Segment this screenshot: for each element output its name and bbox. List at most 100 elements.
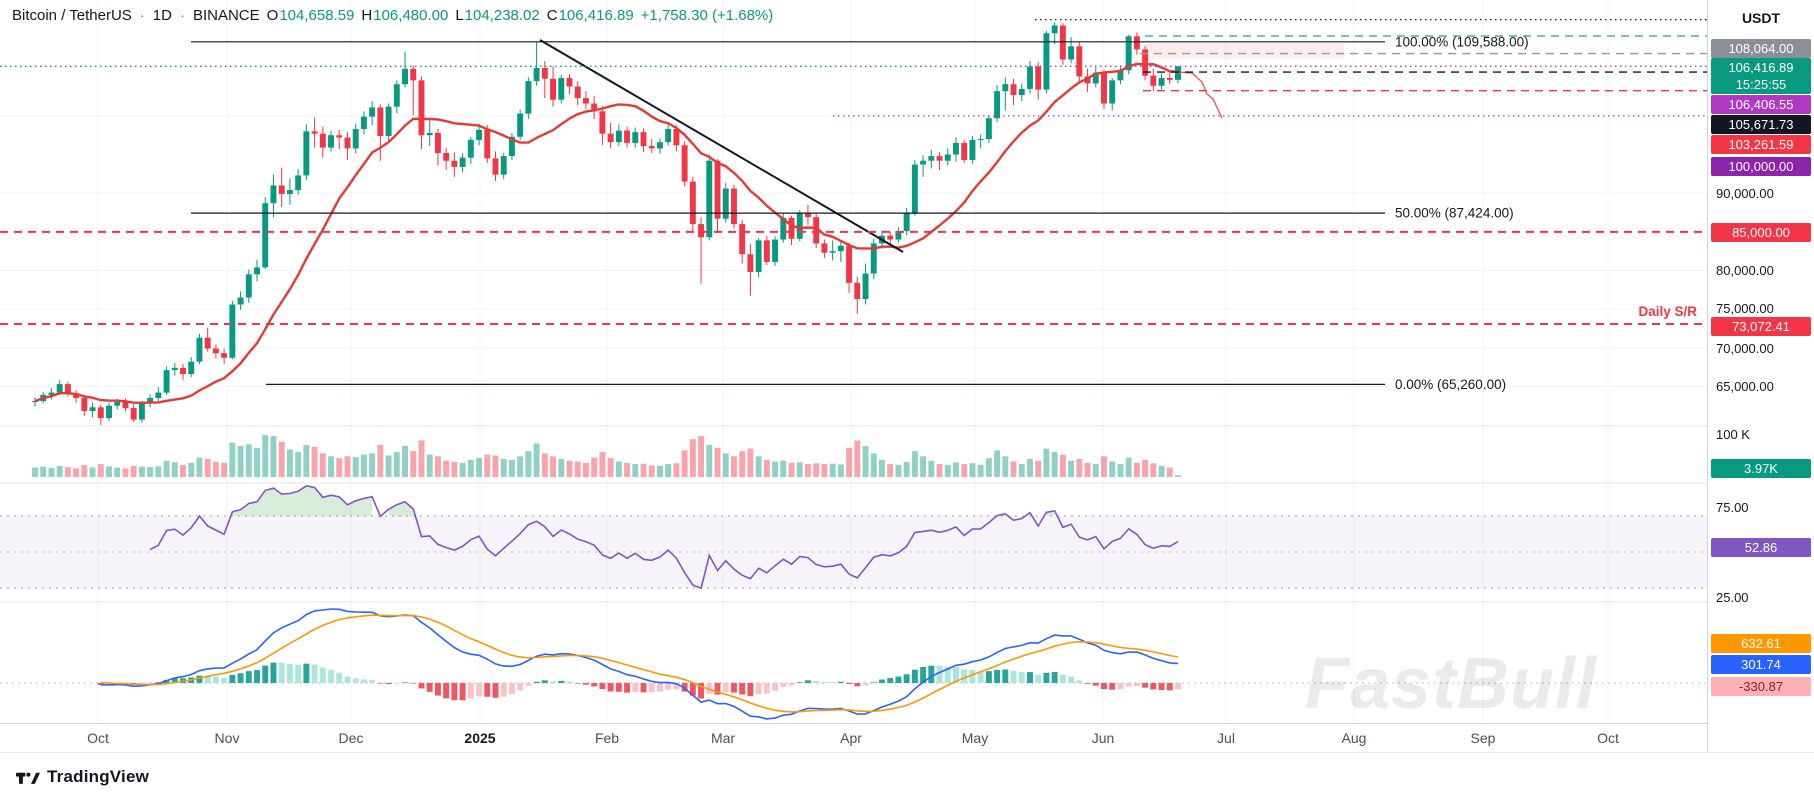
candle	[821, 243, 828, 253]
candle	[402, 68, 408, 85]
change-value: +1,758.30 (+1.68%)	[640, 7, 774, 24]
grid-layer	[0, 0, 1707, 723]
candle	[541, 67, 548, 79]
candle	[344, 137, 351, 149]
price-axis-badge: 106,416.89	[1711, 57, 1811, 77]
candle	[1035, 66, 1042, 90]
candle	[196, 337, 203, 362]
supply-zone[interactable]	[1143, 42, 1344, 60]
candle	[681, 145, 688, 182]
interval-label[interactable]: 1D	[152, 7, 172, 24]
candle	[936, 156, 943, 161]
candle	[887, 235, 894, 240]
ohlc-open: O 104,658.59	[266, 7, 355, 24]
candle	[484, 129, 491, 159]
candle	[730, 188, 737, 225]
candle	[476, 129, 483, 140]
price-axis-badge: 73,072.41	[1711, 316, 1811, 336]
candle	[722, 188, 729, 219]
time-axis-label: Apr	[840, 730, 862, 746]
price-axis-label: 65,000.00	[1716, 378, 1774, 394]
candle	[64, 384, 71, 394]
candle	[903, 212, 910, 232]
candle	[434, 132, 441, 153]
price-axis-badge: 85,000.00	[1711, 222, 1811, 242]
time-axis-label: Feb	[594, 730, 620, 746]
time-axis[interactable]: Oct Nov Dec 2025 Feb Mar Apr May Jun Jul Aug Sep Oct	[0, 723, 1814, 752]
chart-canvas[interactable]: Daily S/R 100.00% (109,588.00) 50.00% (87,…	[0, 0, 1707, 723]
candle	[953, 142, 959, 155]
price-axis[interactable]: USDT 108,064.00 106,416.89 15:25:55 106,406…	[1707, 0, 1814, 752]
candles-layer[interactable]	[32, 22, 1181, 426]
separator-dot: ·	[139, 7, 145, 24]
candle	[492, 158, 499, 175]
candle	[418, 80, 425, 136]
time-axis-label: Jul	[1217, 730, 1235, 746]
candle	[81, 397, 88, 412]
candle	[813, 217, 820, 244]
candle	[591, 103, 598, 112]
candle	[303, 131, 310, 176]
price-axis-badge: 103,261.59	[1711, 134, 1811, 154]
candle	[632, 132, 639, 143]
price-axis-label: 25.00	[1716, 589, 1749, 605]
candle	[1051, 25, 1058, 34]
candle	[689, 181, 696, 225]
candle	[393, 84, 400, 107]
candle	[624, 130, 631, 143]
candle	[106, 405, 112, 419]
exchange-label: BINANCE	[192, 7, 260, 24]
candle	[122, 401, 129, 409]
candle	[295, 175, 302, 191]
candle	[805, 213, 811, 218]
candle	[188, 361, 195, 375]
candle	[1125, 36, 1132, 71]
time-axis-label: Aug	[1341, 730, 1367, 746]
candle	[56, 384, 63, 393]
candle	[1043, 33, 1050, 90]
candle	[599, 111, 606, 134]
bottom-bar: TradingView	[0, 752, 1814, 801]
rsi-overbought-fill	[388, 501, 414, 516]
candle	[1117, 70, 1124, 81]
macd-signal-line	[100, 614, 1179, 713]
macd-histogram	[97, 662, 1181, 701]
candle	[862, 273, 869, 300]
candle	[500, 156, 507, 175]
price-axis-badge: -330.87	[1711, 676, 1811, 696]
tradingview-attribution[interactable]: TradingView	[16, 767, 149, 787]
candle	[928, 156, 935, 161]
candle	[254, 267, 260, 275]
macd-line	[100, 608, 1179, 720]
candle	[566, 78, 573, 87]
volume-layer	[32, 434, 1181, 477]
candle	[1076, 46, 1083, 77]
candle	[895, 231, 902, 240]
candle	[377, 107, 384, 136]
time-axis-label: Mar	[710, 730, 736, 746]
candle	[171, 367, 178, 371]
candle	[369, 107, 376, 117]
candle	[994, 91, 1001, 119]
candle	[467, 139, 474, 158]
price-axis-badge: 301.74	[1711, 654, 1811, 674]
candle	[114, 401, 121, 406]
candle	[837, 245, 844, 252]
descending-trendline[interactable]	[539, 39, 904, 253]
symbol-name[interactable]: Bitcoin / TetherUS	[12, 7, 132, 24]
candle	[459, 157, 466, 167]
candle	[607, 133, 614, 143]
candle	[1002, 84, 1009, 92]
candle	[673, 129, 680, 146]
candle	[854, 282, 861, 300]
ohlc-close: C 106,416.89	[546, 7, 634, 24]
candle	[48, 392, 55, 395]
candle	[319, 133, 326, 148]
ohlc-high: H 106,480.00	[361, 7, 449, 24]
candle	[451, 160, 458, 167]
candle	[763, 240, 770, 262]
candle	[155, 392, 162, 398]
candle	[961, 142, 968, 160]
price-axis-badge: 106,406.55	[1711, 94, 1811, 114]
